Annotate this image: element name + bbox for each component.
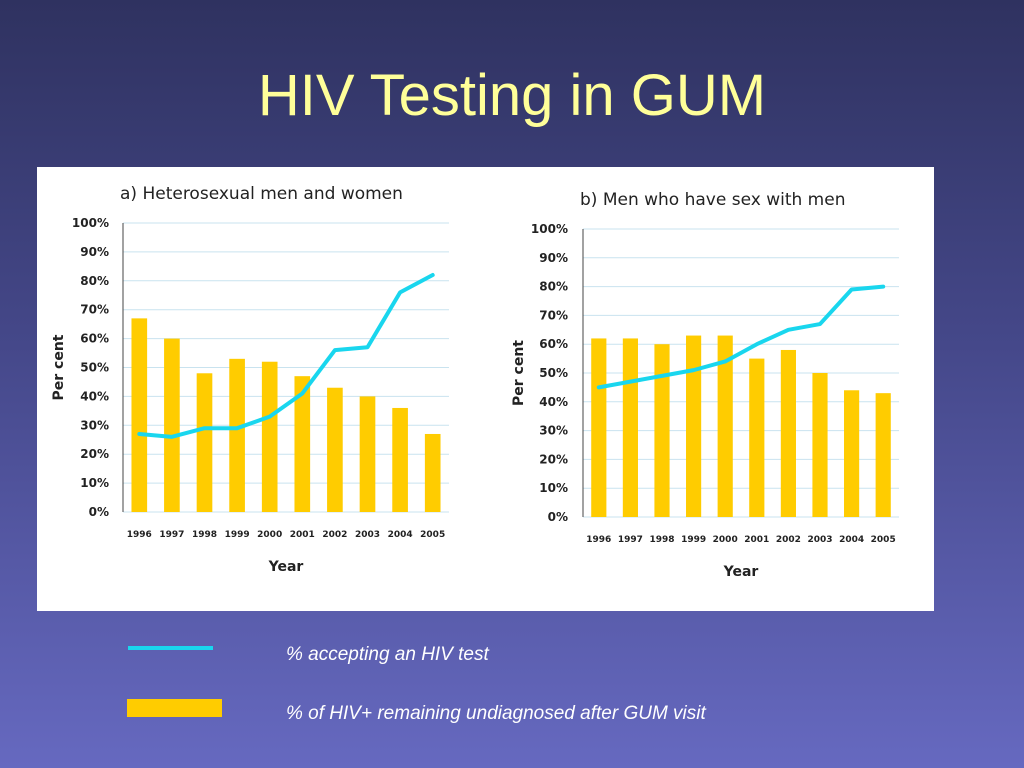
x-axis-label: Year xyxy=(723,564,759,580)
bar xyxy=(196,373,213,512)
x-tick-label: 2003 xyxy=(355,530,380,540)
bar xyxy=(622,338,638,517)
bar xyxy=(164,338,180,512)
x-tick-label: 2005 xyxy=(871,535,896,545)
bar xyxy=(780,349,796,517)
y-tick-label: 60% xyxy=(80,332,109,346)
x-tick-label: 2001 xyxy=(744,535,769,545)
y-tick-label: 100% xyxy=(531,222,568,236)
y-tick-label: 30% xyxy=(539,424,568,438)
chart-panel: a) Heterosexual men and women 0% 10% 20% 30%… xyxy=(37,167,934,611)
legend-bar-label: % of HIV+ remaining undiagnosed after GU… xyxy=(286,703,706,724)
y-tick-label: 40% xyxy=(80,389,109,403)
bar xyxy=(844,390,860,517)
y-tick-label: 0% xyxy=(89,505,109,519)
y-tick-label: 50% xyxy=(80,361,109,375)
x-tick-label: 2003 xyxy=(807,535,832,545)
x-tick-label: 1997 xyxy=(618,535,643,545)
y-tick-label: 80% xyxy=(80,274,109,288)
x-tick-label: 1997 xyxy=(159,530,184,540)
bar xyxy=(812,373,828,517)
x-tick-label: 2000 xyxy=(713,535,738,545)
bar xyxy=(717,335,733,517)
legend-bar-swatch xyxy=(127,699,222,717)
chart-title: b) Men who have sex with men xyxy=(580,190,845,210)
legend-line-swatch xyxy=(128,646,213,650)
x-tick-label: 1998 xyxy=(649,535,674,545)
bar xyxy=(294,376,311,512)
x-tick-label: 2004 xyxy=(388,530,413,540)
x-tick-label: 1996 xyxy=(127,530,152,540)
x-tick-label: 2005 xyxy=(420,530,445,540)
bar xyxy=(591,338,607,517)
y-tick-label: 10% xyxy=(80,476,109,490)
charts-svg: a) Heterosexual men and women 0% 10% 20% 30%… xyxy=(51,184,899,580)
legend-line-label: % accepting an HIV test xyxy=(286,644,489,665)
y-tick-label: 0% xyxy=(548,510,568,524)
y-tick-label: 20% xyxy=(539,452,568,466)
y-tick-label: 90% xyxy=(539,251,568,265)
y-tick-label: 100% xyxy=(72,216,109,230)
x-tick-label: 2002 xyxy=(776,535,801,545)
x-tick-label: 1999 xyxy=(225,530,250,540)
slide-title: HIV Testing in GUM xyxy=(257,63,767,128)
bar xyxy=(261,361,278,512)
x-tick-label: 1999 xyxy=(681,535,706,545)
bar xyxy=(392,407,408,512)
y-tick-label: 40% xyxy=(539,395,568,409)
x-tick-label: 2002 xyxy=(322,530,347,540)
y-tick-label: 10% xyxy=(539,481,568,495)
y-tick-label: 70% xyxy=(539,308,568,322)
x-tick-label: 2001 xyxy=(290,530,315,540)
x-axis-label: Year xyxy=(268,559,304,575)
y-tick-label: 90% xyxy=(80,245,109,259)
bar xyxy=(424,433,441,512)
y-tick-label: 50% xyxy=(539,366,568,380)
y-tick-label: 70% xyxy=(80,303,109,317)
y-axis-label: Per cent xyxy=(511,340,527,406)
bar xyxy=(749,358,765,517)
x-tick-label: 1996 xyxy=(586,535,611,545)
x-tick-label: 2000 xyxy=(257,530,282,540)
bar xyxy=(131,318,148,512)
y-axis-label: Per cent xyxy=(51,334,67,400)
y-tick-label: 20% xyxy=(80,447,109,461)
x-tick-label: 1998 xyxy=(192,530,217,540)
bar xyxy=(686,335,702,517)
y-tick-label: 80% xyxy=(539,280,568,294)
chart-title: a) Heterosexual men and women xyxy=(120,184,403,204)
bar xyxy=(229,358,245,512)
x-tick-label: 2004 xyxy=(839,535,864,545)
series-line xyxy=(137,273,435,439)
bar xyxy=(875,393,891,517)
bar xyxy=(359,396,376,512)
bar xyxy=(327,387,343,512)
series-line xyxy=(596,284,886,390)
y-tick-label: 30% xyxy=(80,418,109,432)
bar xyxy=(654,344,670,517)
y-tick-label: 60% xyxy=(539,337,568,351)
